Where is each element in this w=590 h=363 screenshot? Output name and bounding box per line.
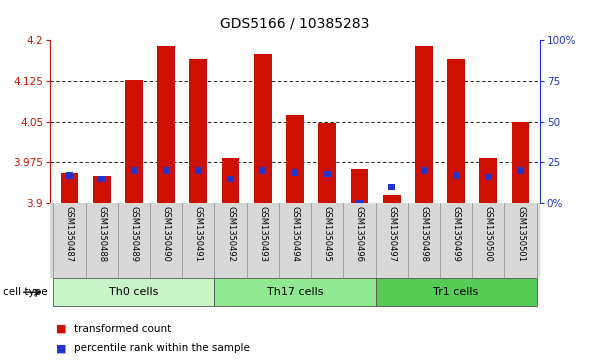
- Text: Tr1 cells: Tr1 cells: [434, 287, 478, 297]
- Text: ■: ■: [56, 343, 67, 354]
- Bar: [125, 79, 143, 203]
- Bar: [254, 53, 271, 203]
- Bar: [319, 123, 336, 203]
- Text: GSM1350496: GSM1350496: [355, 205, 364, 261]
- Bar: [130, 167, 137, 174]
- Text: ■: ■: [56, 323, 67, 334]
- Bar: [517, 167, 524, 174]
- Bar: [291, 169, 299, 176]
- Bar: [53, 278, 214, 306]
- Bar: [195, 167, 202, 174]
- Text: Th17 cells: Th17 cells: [267, 287, 323, 297]
- Text: transformed count: transformed count: [74, 323, 171, 334]
- Bar: [485, 174, 491, 180]
- Bar: [388, 184, 395, 190]
- Text: GSM1350492: GSM1350492: [226, 205, 235, 261]
- Bar: [356, 200, 363, 207]
- Bar: [99, 176, 105, 182]
- Text: GSM1350491: GSM1350491: [194, 205, 203, 261]
- Text: GSM1350498: GSM1350498: [419, 205, 428, 261]
- Text: GSM1350497: GSM1350497: [387, 205, 396, 261]
- Text: GSM1350489: GSM1350489: [129, 205, 139, 261]
- Bar: [480, 158, 497, 203]
- Bar: [158, 46, 175, 203]
- Text: GSM1350493: GSM1350493: [258, 205, 267, 261]
- Bar: [453, 172, 460, 179]
- Text: GSM1350490: GSM1350490: [162, 205, 171, 261]
- Bar: [512, 122, 529, 203]
- Bar: [286, 114, 304, 203]
- Bar: [61, 173, 78, 203]
- Bar: [447, 59, 465, 203]
- Bar: [214, 278, 376, 306]
- Bar: [421, 167, 427, 174]
- Bar: [222, 158, 240, 203]
- Text: GSM1350487: GSM1350487: [65, 205, 74, 262]
- Bar: [350, 169, 368, 203]
- Text: GSM1350495: GSM1350495: [323, 205, 332, 261]
- Text: Th0 cells: Th0 cells: [109, 287, 159, 297]
- Bar: [163, 167, 169, 174]
- Bar: [189, 59, 207, 203]
- Bar: [66, 172, 73, 179]
- Bar: [383, 195, 401, 203]
- Text: GSM1350494: GSM1350494: [290, 205, 300, 261]
- Text: GSM1350501: GSM1350501: [516, 205, 525, 261]
- Bar: [93, 176, 110, 203]
- Bar: [324, 171, 330, 177]
- Bar: [415, 46, 432, 203]
- Bar: [227, 176, 234, 182]
- Text: percentile rank within the sample: percentile rank within the sample: [74, 343, 250, 354]
- Bar: [376, 278, 537, 306]
- Text: GSM1350499: GSM1350499: [451, 205, 461, 261]
- Text: GDS5166 / 10385283: GDS5166 / 10385283: [220, 16, 370, 30]
- Text: GSM1350488: GSM1350488: [97, 205, 106, 262]
- Text: GSM1350500: GSM1350500: [484, 205, 493, 261]
- Bar: [260, 167, 266, 174]
- Text: cell type: cell type: [3, 287, 48, 297]
